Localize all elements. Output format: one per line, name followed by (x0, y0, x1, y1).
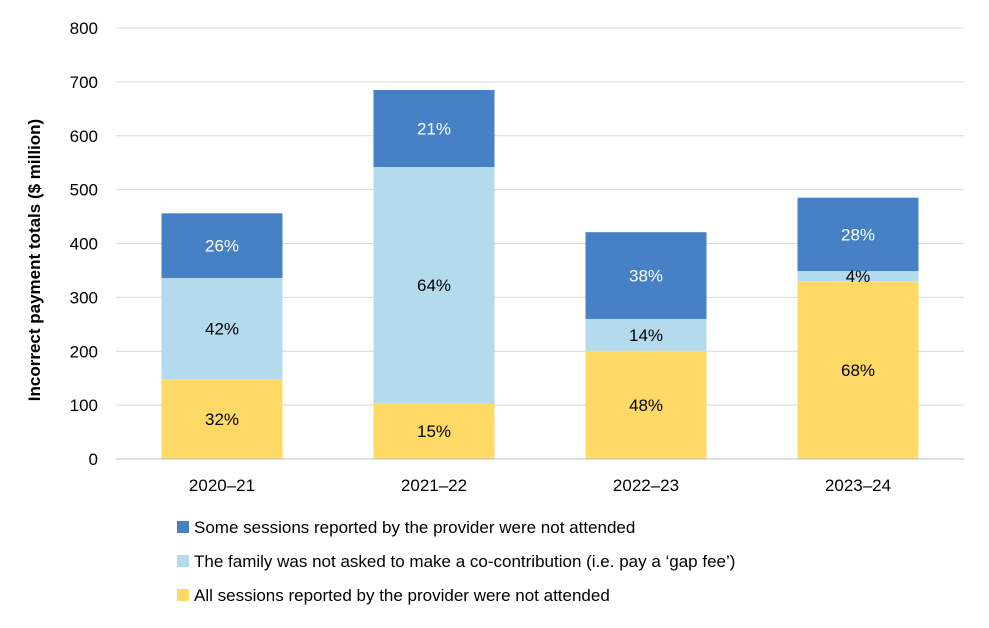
y-tick-label: 200 (70, 342, 98, 361)
bar-data-labels: 32% 42% 26% 15% 64% 21% 48% 14% 38% 68% 4% 28% (205, 119, 875, 441)
bar-segment (161, 277, 283, 380)
bar-segment (161, 379, 283, 459)
legend-label: All sessions reported by the provider we… (194, 586, 610, 605)
bar-data-label: 38% (629, 267, 663, 286)
legend: Some sessions reported by the provider w… (177, 518, 735, 605)
bar-segment (161, 213, 283, 278)
legend-label: Some sessions reported by the provider w… (194, 518, 635, 537)
legend-swatch (177, 589, 189, 601)
x-tick-label: 2020–21 (189, 476, 255, 495)
bar-segment (585, 232, 707, 319)
y-tick-label: 600 (70, 127, 98, 146)
x-tick-label: 2023–24 (825, 476, 891, 495)
legend-swatch (177, 555, 189, 567)
bar-data-label: 26% (205, 237, 239, 256)
y-axis-title: Incorrect payment totals ($ million) (25, 119, 44, 401)
y-axis-ticks: 0 100 200 300 400 500 600 700 800 (70, 19, 98, 469)
bar-segment (797, 197, 919, 271)
bar-segment (373, 402, 495, 459)
y-tick-label: 800 (70, 19, 98, 38)
bar-data-label: 42% (205, 320, 239, 339)
bar-segment (373, 89, 495, 167)
bar-data-label: 32% (205, 410, 239, 429)
y-tick-label: 700 (70, 73, 98, 92)
legend-swatch (177, 521, 189, 533)
bar-segment (797, 281, 919, 459)
y-tick-label: 100 (70, 396, 98, 415)
bar-segment (585, 350, 707, 459)
y-tick-label: 0 (89, 450, 98, 469)
x-axis-ticks: 2020–21 2021–22 2022–23 2023–24 (189, 476, 891, 495)
bars (161, 89, 919, 459)
x-tick-label: 2021–22 (401, 476, 467, 495)
bar-data-label: 48% (629, 396, 663, 415)
y-tick-label: 400 (70, 235, 98, 254)
bar-data-label: 68% (841, 361, 875, 380)
bar-data-label: 21% (417, 119, 451, 138)
x-tick-label: 2022–23 (613, 476, 679, 495)
bar-data-label: 64% (417, 276, 451, 295)
bar-data-label: 15% (417, 422, 451, 441)
legend-label: The family was not asked to make a co-co… (194, 552, 735, 571)
bar-data-label: 4% (846, 267, 871, 286)
bar-segment (797, 270, 919, 282)
y-tick-label: 500 (70, 181, 98, 200)
bar-segment (585, 318, 707, 351)
bar-data-label: 14% (629, 326, 663, 345)
y-tick-label: 300 (70, 288, 98, 307)
bar-segment (373, 166, 495, 403)
bar-data-label: 28% (841, 225, 875, 244)
